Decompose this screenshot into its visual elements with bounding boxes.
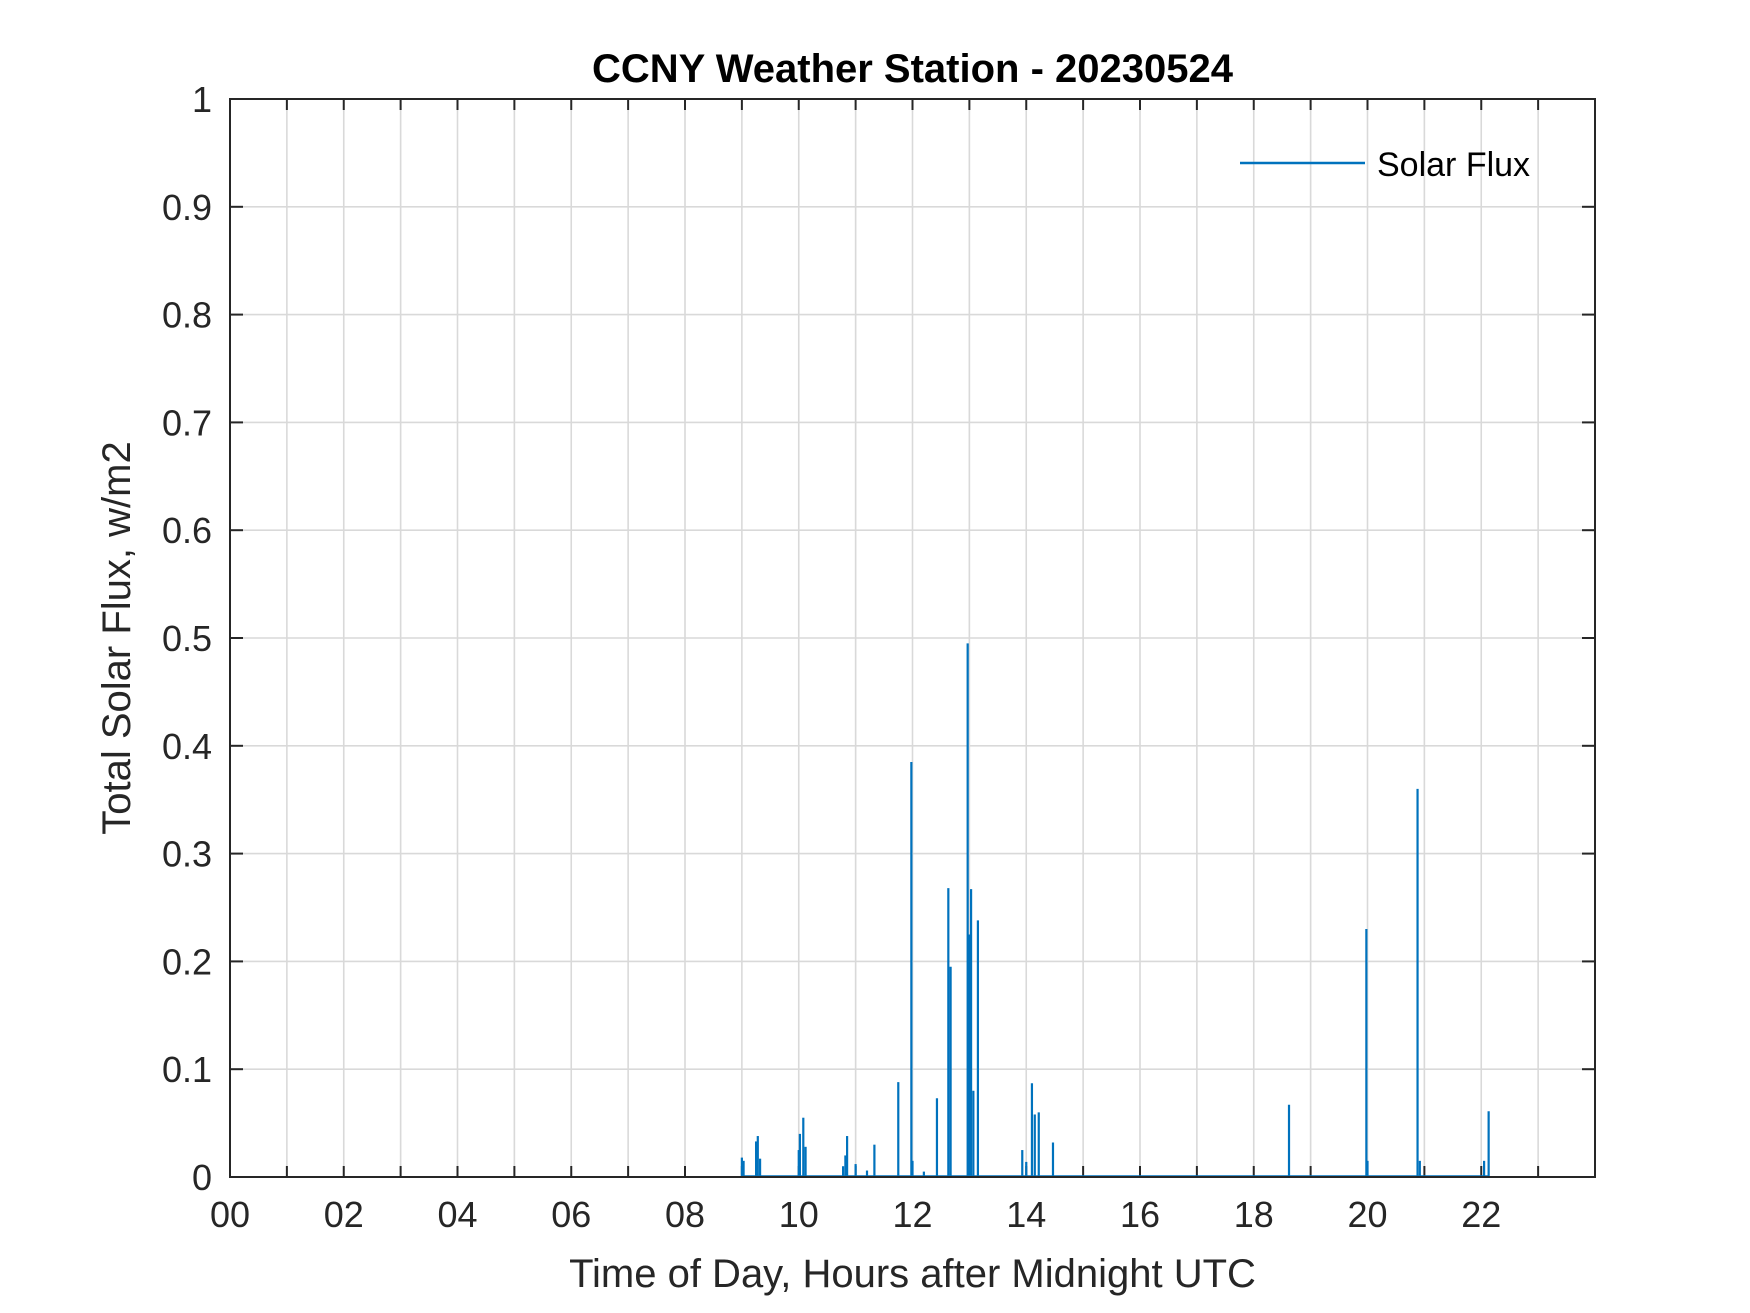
y-tick-label: 0.8 bbox=[162, 295, 212, 336]
x-tick-label: 14 bbox=[1006, 1194, 1046, 1235]
legend: Solar Flux bbox=[1240, 146, 1530, 184]
x-tick-label: 22 bbox=[1461, 1194, 1501, 1235]
grid-lines bbox=[230, 99, 1595, 1177]
y-tick-label: 0.3 bbox=[162, 834, 212, 875]
x-tick-label: 04 bbox=[437, 1194, 477, 1235]
y-tick-label: 0.9 bbox=[162, 187, 212, 228]
x-tick-label: 06 bbox=[551, 1194, 591, 1235]
y-tick-label: 0.6 bbox=[162, 510, 212, 551]
x-tick-label: 20 bbox=[1347, 1194, 1387, 1235]
chart-title: CCNY Weather Station - 20230524 bbox=[592, 47, 1234, 91]
x-tick-label: 16 bbox=[1120, 1194, 1160, 1235]
y-tick-label: 0 bbox=[192, 1157, 212, 1198]
x-tick-label: 12 bbox=[892, 1194, 932, 1235]
x-axis-label: Time of Day, Hours after Midnight UTC bbox=[569, 1252, 1256, 1296]
y-axis-label: Total Solar Flux, w/m2 bbox=[95, 441, 139, 834]
plot-frame bbox=[229, 98, 1596, 1178]
y-tick-label: 0.1 bbox=[162, 1049, 212, 1090]
x-tick-label: 10 bbox=[779, 1194, 819, 1235]
y-tick-label: 0.4 bbox=[162, 726, 212, 767]
x-tick-label: 02 bbox=[324, 1194, 364, 1235]
y-tick-label: 0.5 bbox=[162, 618, 212, 659]
legend-label-solar-flux: Solar Flux bbox=[1377, 146, 1530, 184]
x-tick-label: 18 bbox=[1234, 1194, 1274, 1235]
y-tick-label: 0.7 bbox=[162, 402, 212, 443]
y-tick-labels: 0 0.1 0.2 0.3 0.4 0.5 0.6 0.7 0.8 0.9 1 bbox=[162, 79, 212, 1198]
x-tick-label: 08 bbox=[665, 1194, 705, 1235]
x-tick-labels: 00 02 04 06 08 10 12 14 16 18 20 22 bbox=[210, 1194, 1501, 1235]
x-tick-label: 00 bbox=[210, 1194, 250, 1235]
y-tick-label: 1 bbox=[192, 79, 212, 120]
y-tick-label: 0.2 bbox=[162, 941, 212, 982]
